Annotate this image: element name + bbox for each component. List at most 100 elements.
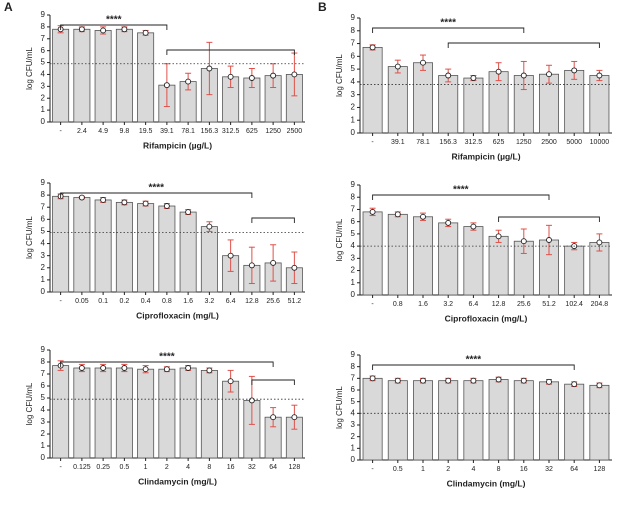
y-tick-label: 5 [41, 58, 46, 67]
mean-point [546, 71, 552, 78]
bar [115, 367, 133, 459]
x-axis-label: Rifampicin (µg/L) [451, 151, 520, 161]
mean-point [520, 72, 527, 79]
mean-point [495, 68, 502, 75]
bar [438, 380, 459, 461]
x-tick-label: 32 [545, 466, 553, 473]
mean-point [470, 223, 477, 230]
mean-point [227, 252, 234, 259]
y-tick-label: 3 [351, 90, 356, 99]
x-tick-label: 25.6 [266, 298, 280, 305]
y-tick-label: 8 [351, 192, 356, 201]
y-tick-label: 7 [41, 369, 46, 378]
mean-point [270, 72, 277, 79]
x-tick-label: 1250 [516, 139, 532, 146]
mean-point [185, 365, 192, 371]
bar [52, 365, 70, 459]
bar [137, 32, 155, 123]
y-tick-label: 7 [41, 34, 46, 43]
y-tick-label: 7 [41, 202, 46, 211]
x-tick-label: 0.5 [120, 464, 130, 471]
y-tick-label: 7 [351, 39, 356, 48]
y-tick-label: 4 [41, 405, 46, 414]
mean-point [571, 381, 578, 388]
y-tick-label: 6 [41, 381, 46, 390]
bar [463, 77, 484, 134]
bar [158, 205, 176, 293]
mean-point [420, 213, 426, 220]
mean-point [248, 75, 255, 81]
y-tick-label: 4 [41, 70, 46, 79]
x-tick-label: 625 [493, 139, 505, 146]
y-tick-label: 2 [41, 429, 46, 438]
bar [362, 211, 383, 296]
y-tick-label: 1 [351, 278, 356, 287]
mean-point [291, 264, 298, 271]
mean-point [394, 211, 401, 218]
y-tick-label: 6 [41, 214, 46, 223]
y-axis-label: log CFU/mL [335, 54, 344, 97]
mean-point [78, 365, 85, 371]
y-tick-label: 6 [351, 51, 356, 60]
x-tick-label: 64 [269, 464, 277, 471]
y-tick-label: 9 [351, 350, 356, 359]
y-tick-label: 9 [351, 180, 356, 189]
y-axis-label: log CFU/mL [335, 218, 344, 261]
mean-point [546, 237, 552, 243]
mean-point [291, 71, 298, 78]
x-tick-label: 0.8 [393, 301, 403, 308]
y-tick-label: 2 [351, 266, 356, 275]
y-tick-label: 4 [41, 239, 46, 248]
x-tick-label: 78.1 [181, 128, 195, 135]
mean-point [163, 203, 170, 209]
mean-point [520, 238, 527, 245]
x-tick-label: 312.5 [465, 139, 483, 146]
bar [413, 216, 433, 296]
significance-bracket [372, 364, 575, 370]
x-tick-label: - [371, 301, 374, 308]
x-tick-label: 12.8 [245, 298, 259, 305]
y-tick-label: 3 [41, 81, 46, 90]
bar [179, 367, 197, 459]
bar [200, 369, 218, 459]
x-tick-label: 1.6 [418, 301, 428, 308]
x-tick-label: 0.2 [120, 298, 130, 305]
y-tick-label: 9 [351, 13, 356, 22]
y-tick-label: 1 [41, 441, 46, 450]
y-tick-label: 2 [41, 93, 46, 102]
x-tick-label: 19.5 [139, 128, 153, 135]
y-tick-label: 5 [351, 229, 356, 238]
y-tick-label: 0 [41, 287, 46, 296]
x-tick-label: 204.8 [591, 301, 609, 308]
y-tick-label: 3 [41, 417, 46, 426]
mean-point [142, 366, 149, 373]
significance-bracket [447, 42, 600, 48]
significance-bracket [251, 379, 295, 385]
mean-point [185, 209, 192, 216]
mean-point [596, 239, 603, 246]
mean-point [369, 44, 376, 51]
panel-label: B [318, 0, 327, 14]
mean-point [206, 367, 213, 374]
x-tick-label: 1 [421, 466, 425, 473]
x-tick-label: - [371, 139, 374, 146]
y-axis-label: log CFU/mL [25, 382, 34, 425]
y-tick-label: 9 [41, 345, 46, 354]
significance-label: **** [159, 352, 175, 363]
x-tick-label: 12.8 [492, 301, 506, 308]
mean-point [227, 73, 234, 80]
x-tick-label: 2 [446, 466, 450, 473]
x-tick-label: 4 [186, 464, 190, 471]
x-tick-label: 625 [246, 128, 258, 135]
x-axis-label: Clindamycin (mg/L) [138, 476, 217, 486]
y-tick-label: 2 [41, 263, 46, 272]
x-tick-label: 2500 [287, 128, 303, 135]
bar [94, 199, 112, 293]
significance-label: **** [106, 15, 122, 26]
y-tick-label: 5 [351, 397, 356, 406]
mean-point [445, 377, 452, 384]
y-tick-label: 2 [351, 432, 356, 441]
x-tick-label: 5000 [566, 139, 582, 146]
y-tick-label: 5 [41, 227, 46, 236]
